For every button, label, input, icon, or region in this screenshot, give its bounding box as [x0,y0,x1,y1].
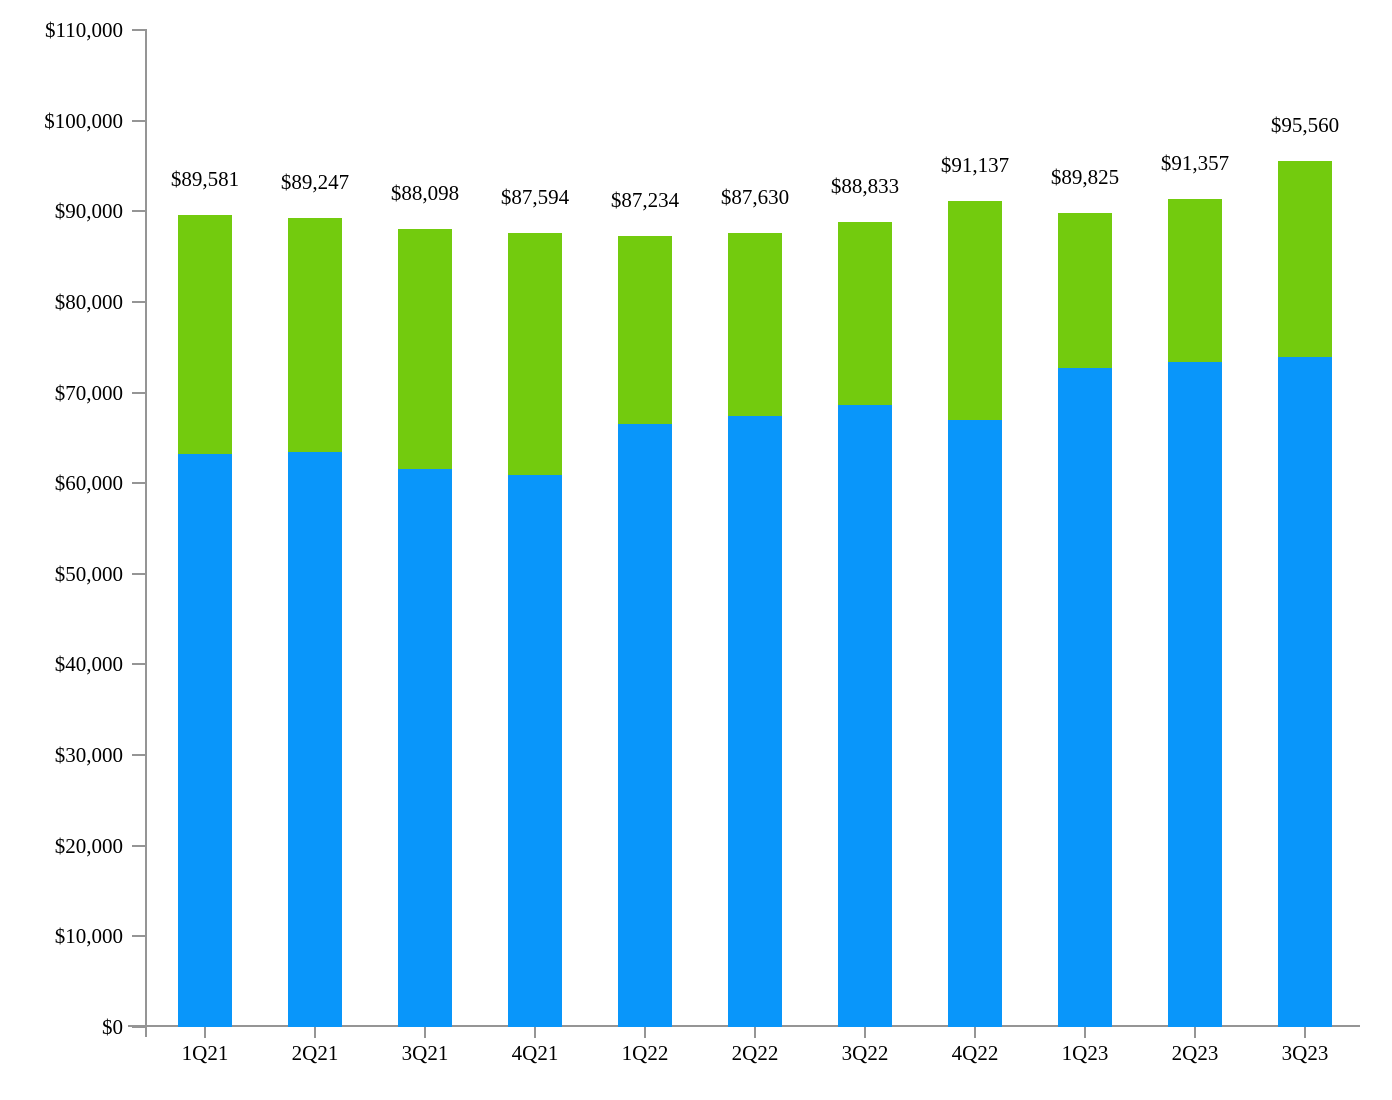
x-axis-tick [1304,1027,1306,1038]
bar-total-label: $91,357 [1160,150,1230,175]
x-axis-label: 2Q23 [1171,1041,1219,1065]
y-axis-label: $10,000 [54,924,123,949]
bar-2q22 [728,232,782,1027]
green-segment [838,221,892,406]
y-axis-tick [132,663,147,666]
y-axis-tick [132,844,147,847]
bar-3q23 [1278,160,1332,1027]
blue-segment [178,454,232,1027]
x-axis-tick [204,1027,206,1038]
x-axis-label: 2Q21 [291,1041,339,1065]
x-axis-label: 3Q22 [841,1041,889,1065]
y-axis-tick [132,29,147,31]
y-axis-tick [132,935,147,938]
green-segment [1278,160,1332,357]
bar-3q21 [398,228,452,1027]
y-axis-label: $70,000 [54,380,123,405]
bar-total-label: $87,234 [610,188,680,213]
blue-segment [1058,368,1112,1027]
bar-2q21 [288,218,342,1027]
x-axis-label: 2Q22 [731,1041,779,1065]
green-segment [178,215,232,455]
y-axis-label: $80,000 [54,289,123,314]
blue-segment [728,416,782,1027]
bar-1q22 [618,236,672,1027]
bar-total-label: $91,137 [940,152,1010,177]
y-axis-label: $40,000 [54,652,123,677]
y-axis-label: $110,000 [45,18,123,42]
x-axis-label: 1Q23 [1061,1041,1109,1065]
bar-2q23 [1168,198,1222,1027]
x-axis-tick [754,1027,756,1038]
green-segment [398,228,452,470]
bar-total-label: $89,825 [1050,164,1120,189]
bar-total-label: $88,098 [390,180,460,205]
bar-total-label: $88,833 [830,173,900,198]
green-segment [728,232,782,417]
y-axis-label: $20,000 [54,833,123,858]
y-axis-label: $100,000 [44,108,123,133]
green-segment [288,218,342,452]
bar-1q21 [178,215,232,1027]
x-axis-tick [424,1027,426,1038]
bar-total-label: $87,630 [720,184,790,209]
y-axis-label: $60,000 [54,471,123,496]
bar-total-label: $87,594 [500,185,570,210]
x-axis-tick [314,1027,316,1038]
blue-segment [1278,356,1332,1027]
blue-segment [508,475,562,1027]
bar-4q21 [508,233,562,1027]
x-axis-label: 4Q22 [951,1041,999,1065]
bar-total-label: $89,581 [170,167,240,192]
bar-3q22 [838,221,892,1027]
green-segment [1168,198,1222,363]
blue-segment [838,405,892,1027]
blue-segment [398,469,452,1027]
y-axis-tick [132,210,147,213]
bar-total-label: $89,247 [280,170,350,195]
green-segment [618,236,672,424]
y-axis-label: $90,000 [54,199,123,224]
y-axis-tick [132,1026,147,1028]
y-axis-label: $50,000 [54,561,123,586]
green-segment [508,233,562,476]
x-axis-tick [644,1027,646,1038]
x-axis-label: 4Q21 [511,1041,559,1065]
y-axis-tick [132,391,147,394]
y-axis-tick [132,119,147,122]
y-axis-tick [132,300,147,303]
bar-1q23 [1058,212,1112,1027]
green-segment [1058,212,1112,369]
x-axis-label: 1Q21 [181,1041,229,1065]
blue-segment [1168,362,1222,1027]
x-axis-tick [534,1027,536,1038]
y-axis-label: $0 [102,1015,123,1039]
x-axis-tick [974,1027,976,1038]
x-axis-label: 3Q21 [401,1041,449,1065]
blue-segment [948,419,1002,1027]
x-axis-tick [864,1027,866,1038]
blue-segment [618,423,672,1027]
y-axis-tick [132,482,147,485]
x-axis-label: 1Q22 [621,1041,669,1065]
green-segment [948,200,1002,420]
x-axis-tick [1084,1027,1086,1038]
y-axis-tick [132,754,147,757]
y-axis-line [145,30,147,1037]
y-axis-tick [132,572,147,575]
bar-total-label: $95,560 [1270,112,1340,137]
blue-segment [288,451,342,1027]
y-axis-label: $30,000 [54,743,123,768]
x-axis-label: 3Q23 [1281,1041,1329,1065]
x-axis-tick [1194,1027,1196,1038]
bar-4q22 [948,200,1002,1027]
